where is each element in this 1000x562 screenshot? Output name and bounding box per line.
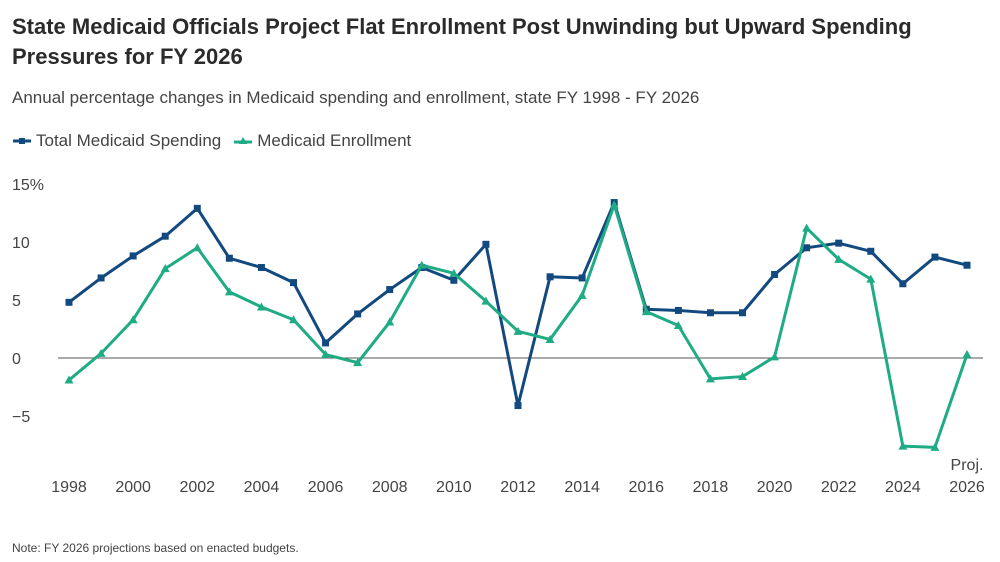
- data-point-medicaid-enrollment: [577, 290, 587, 299]
- data-point-total-medicaid-spending: [322, 339, 330, 347]
- x-tick-label: 2006: [308, 479, 344, 496]
- data-point-medicaid-enrollment: [192, 243, 202, 252]
- data-point-medicaid-enrollment: [513, 326, 523, 335]
- legend-item-spending[interactable]: Total Medicaid Spending: [12, 131, 221, 151]
- data-point-total-medicaid-spending: [193, 204, 201, 212]
- data-point-total-medicaid-spending: [514, 402, 522, 410]
- projection-label: Proj.: [951, 457, 984, 474]
- data-point-total-medicaid-spending: [803, 244, 811, 252]
- data-point-medicaid-enrollment: [673, 321, 683, 330]
- data-point-medicaid-enrollment: [353, 358, 363, 367]
- data-point-medicaid-enrollment: [802, 223, 812, 232]
- y-tick-label: 5: [12, 293, 21, 310]
- data-point-medicaid-enrollment: [481, 296, 491, 305]
- data-point-total-medicaid-spending: [674, 306, 682, 314]
- legend-label-spending: Total Medicaid Spending: [36, 131, 222, 150]
- data-point-total-medicaid-spending: [129, 252, 137, 260]
- data-point-medicaid-enrollment: [224, 287, 234, 296]
- x-tick-label: 2018: [693, 479, 729, 496]
- x-tick-label: 2012: [500, 479, 536, 496]
- data-point-medicaid-enrollment: [545, 334, 555, 343]
- data-point-total-medicaid-spending: [97, 274, 105, 282]
- data-point-medicaid-enrollment: [898, 441, 908, 450]
- data-point-total-medicaid-spending: [706, 309, 714, 317]
- series-medicaid-enrollment: [64, 200, 972, 451]
- x-tick-label: 2026: [949, 479, 985, 496]
- data-point-total-medicaid-spending: [867, 247, 875, 255]
- x-tick-label: 2008: [372, 479, 408, 496]
- data-point-total-medicaid-spending: [290, 279, 297, 287]
- data-point-total-medicaid-spending: [931, 253, 939, 261]
- data-point-medicaid-enrollment: [160, 264, 170, 273]
- x-tick-label: 2022: [821, 479, 857, 496]
- data-point-medicaid-enrollment: [128, 315, 138, 324]
- x-tick-label: 2004: [244, 479, 280, 496]
- x-axis: 1998 2000 2002 2004 2006 2008 2010 2012 2014 2016…: [51, 457, 985, 496]
- data-point-total-medicaid-spending: [739, 309, 746, 317]
- data-point-total-medicaid-spending: [482, 240, 490, 248]
- chart-note: Note: FY 2026 projections based on enact…: [12, 541, 299, 555]
- data-point-total-medicaid-spending: [450, 276, 458, 284]
- data-point-total-medicaid-spending: [65, 298, 73, 306]
- data-point-medicaid-enrollment: [321, 350, 331, 359]
- series-group: [64, 199, 972, 451]
- data-point-total-medicaid-spending: [161, 232, 169, 240]
- data-point-medicaid-enrollment: [930, 442, 940, 451]
- data-point-medicaid-enrollment: [449, 268, 459, 277]
- data-point-medicaid-enrollment: [64, 375, 74, 384]
- chart-subtitle: Annual percentage changes in Medicaid sp…: [12, 88, 700, 107]
- series-line-medicaid-enrollment: [68, 203, 969, 449]
- data-point-medicaid-enrollment: [866, 274, 876, 283]
- data-point-medicaid-enrollment: [705, 374, 715, 383]
- x-tick-label: 2002: [179, 479, 215, 496]
- y-tick-label: 0: [12, 351, 21, 368]
- data-point-medicaid-enrollment: [962, 350, 972, 359]
- y-tick-label: −5: [12, 409, 30, 426]
- legend-label-enrollment: Medicaid Enrollment: [257, 131, 412, 150]
- series-total-medicaid-spending: [65, 199, 971, 410]
- data-point-total-medicaid-spending: [899, 280, 907, 288]
- data-point-medicaid-enrollment: [738, 372, 747, 381]
- data-point-total-medicaid-spending: [578, 274, 586, 282]
- x-tick-label: 2014: [564, 479, 600, 496]
- data-point-medicaid-enrollment: [256, 302, 266, 311]
- data-point-total-medicaid-spending: [354, 310, 362, 318]
- data-point-total-medicaid-spending: [835, 239, 843, 247]
- data-point-medicaid-enrollment: [385, 317, 395, 326]
- legend-item-enrollment[interactable]: Medicaid Enrollment: [233, 131, 411, 151]
- x-tick-label: 2010: [436, 479, 472, 496]
- data-point-total-medicaid-spending: [546, 273, 554, 281]
- legend-triangle-line-icon: [234, 137, 253, 144]
- x-tick-label: 2000: [115, 479, 151, 496]
- data-point-total-medicaid-spending: [225, 254, 233, 262]
- data-point-medicaid-enrollment: [834, 254, 844, 263]
- data-point-total-medicaid-spending: [386, 286, 394, 294]
- x-tick-label: 1998: [51, 479, 87, 496]
- x-tick-label: 2016: [628, 479, 664, 496]
- y-tick-label: 15%: [12, 177, 44, 194]
- x-tick-label: 2024: [885, 479, 921, 496]
- data-point-total-medicaid-spending: [257, 264, 265, 272]
- data-point-medicaid-enrollment: [609, 200, 619, 209]
- y-axis: 15% 10 5 0 −5: [12, 177, 44, 426]
- legend: Total Medicaid Spending Medicaid Enrollm…: [12, 131, 423, 151]
- series-line-total-medicaid-spending: [68, 201, 968, 408]
- data-point-medicaid-enrollment: [641, 307, 651, 316]
- data-point-medicaid-enrollment: [96, 348, 106, 357]
- x-tick-label: 2020: [757, 479, 793, 496]
- y-tick-label: 10: [12, 235, 30, 252]
- data-point-medicaid-enrollment: [417, 260, 427, 269]
- data-point-medicaid-enrollment: [289, 315, 298, 324]
- data-point-medicaid-enrollment: [770, 352, 780, 361]
- legend-square-line-icon: [13, 138, 31, 144]
- data-point-total-medicaid-spending: [963, 261, 971, 269]
- data-point-total-medicaid-spending: [771, 270, 779, 278]
- chart-title: State Medicaid Officials Project Flat En…: [12, 14, 912, 69]
